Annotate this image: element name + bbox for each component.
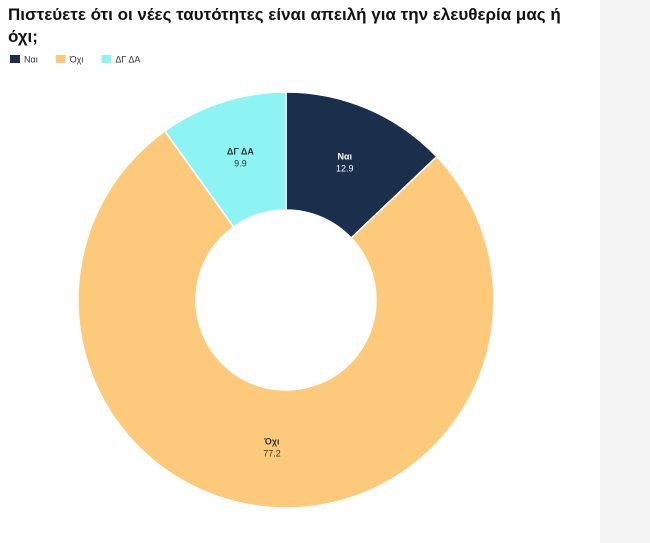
slice-value: 77.2 xyxy=(263,449,281,459)
side-panel xyxy=(600,0,650,543)
legend-swatch xyxy=(101,55,112,63)
legend-label: ΔΓ ΔΑ xyxy=(115,54,140,64)
legend-swatch xyxy=(10,55,20,63)
chart: Ναι Όχι ΔΓ ΔΑ Ναι 12.9 Όχι 77.2 ΔΓ ΔΑ 9.9 xyxy=(10,54,495,509)
donut-slice xyxy=(285,91,438,240)
legend-swatch xyxy=(55,55,66,63)
slice-category: Ναι xyxy=(337,151,352,161)
donut-slice xyxy=(163,91,287,228)
slice-category: ΔΓ ΔΑ xyxy=(227,147,255,157)
slice-value: 9.9 xyxy=(234,159,247,169)
chart-title: Πιστεύετε ότι οι νέες ταυτότητες είναι α… xyxy=(8,5,561,46)
slice-value: 12.9 xyxy=(336,163,354,173)
legend-label: Ναι xyxy=(24,54,38,64)
legend-label: Όχι xyxy=(69,54,84,64)
slice-category: Όχι xyxy=(263,437,280,447)
donut-slice xyxy=(77,129,495,509)
